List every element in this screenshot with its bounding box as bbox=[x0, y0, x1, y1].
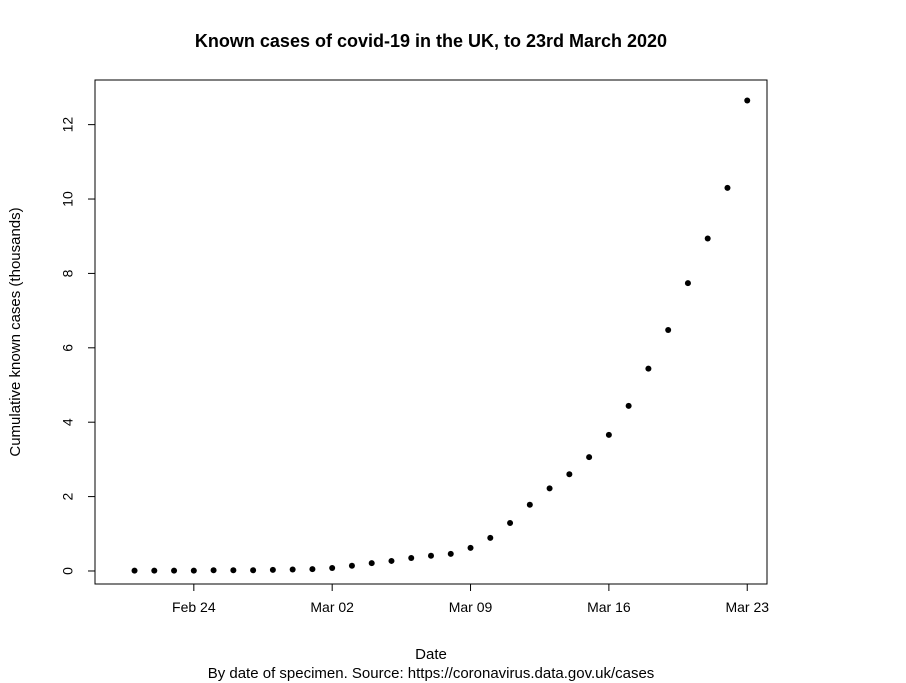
y-tick-label: 4 bbox=[60, 418, 76, 426]
data-point bbox=[625, 402, 632, 409]
data-point bbox=[586, 454, 593, 461]
data-point bbox=[131, 567, 138, 574]
data-point bbox=[566, 471, 573, 478]
x-tick-label: Mar 09 bbox=[449, 599, 493, 615]
x-axis: Feb 24 Mar 02 Mar 09 Mar 16 Mar 23 bbox=[172, 583, 769, 615]
data-point bbox=[289, 566, 296, 573]
y-axis: 0 2 4 6 8 10 12 bbox=[60, 117, 96, 575]
x-tick-label: Feb 24 bbox=[172, 599, 216, 615]
y-tick-label: 10 bbox=[60, 191, 76, 207]
chart-title: Known cases of covid-19 in the UK, to 23… bbox=[195, 31, 667, 51]
data-point bbox=[151, 567, 158, 574]
y-tick-label: 8 bbox=[60, 269, 76, 277]
data-point bbox=[250, 567, 257, 574]
y-tick-label: 2 bbox=[60, 492, 76, 500]
data-point bbox=[467, 544, 474, 551]
y-axis-label: Cumulative known cases (thousands) bbox=[7, 207, 24, 456]
data-point bbox=[428, 552, 434, 559]
data-point bbox=[684, 280, 691, 287]
x-tick-label: Mar 02 bbox=[310, 599, 354, 615]
data-point bbox=[408, 554, 415, 561]
data-point bbox=[487, 534, 494, 541]
data-point bbox=[526, 501, 533, 508]
data-points bbox=[131, 97, 751, 574]
data-point bbox=[447, 550, 454, 557]
data-point bbox=[704, 235, 711, 242]
chart-caption: By date of specimen. Source: https://cor… bbox=[208, 665, 655, 682]
data-point bbox=[744, 97, 751, 104]
y-tick-label: 6 bbox=[60, 344, 76, 352]
y-tick-label: 0 bbox=[60, 567, 76, 575]
data-point bbox=[507, 519, 514, 526]
data-point bbox=[348, 562, 355, 569]
data-point bbox=[329, 565, 336, 572]
x-tick-label: Mar 16 bbox=[587, 599, 631, 615]
data-point bbox=[724, 184, 731, 191]
data-point bbox=[605, 431, 612, 438]
data-point bbox=[230, 567, 237, 574]
y-tick-label: 12 bbox=[60, 117, 76, 133]
data-point bbox=[309, 566, 316, 573]
x-tick-label: Mar 23 bbox=[725, 599, 769, 615]
x-axis-label: Date bbox=[415, 646, 447, 663]
data-point bbox=[210, 567, 217, 574]
data-point bbox=[171, 567, 178, 574]
data-point bbox=[546, 485, 553, 492]
data-point bbox=[368, 560, 375, 567]
data-point bbox=[190, 567, 197, 574]
data-point bbox=[269, 566, 276, 573]
data-point bbox=[388, 557, 395, 564]
data-point bbox=[645, 365, 652, 372]
data-point bbox=[665, 326, 672, 333]
